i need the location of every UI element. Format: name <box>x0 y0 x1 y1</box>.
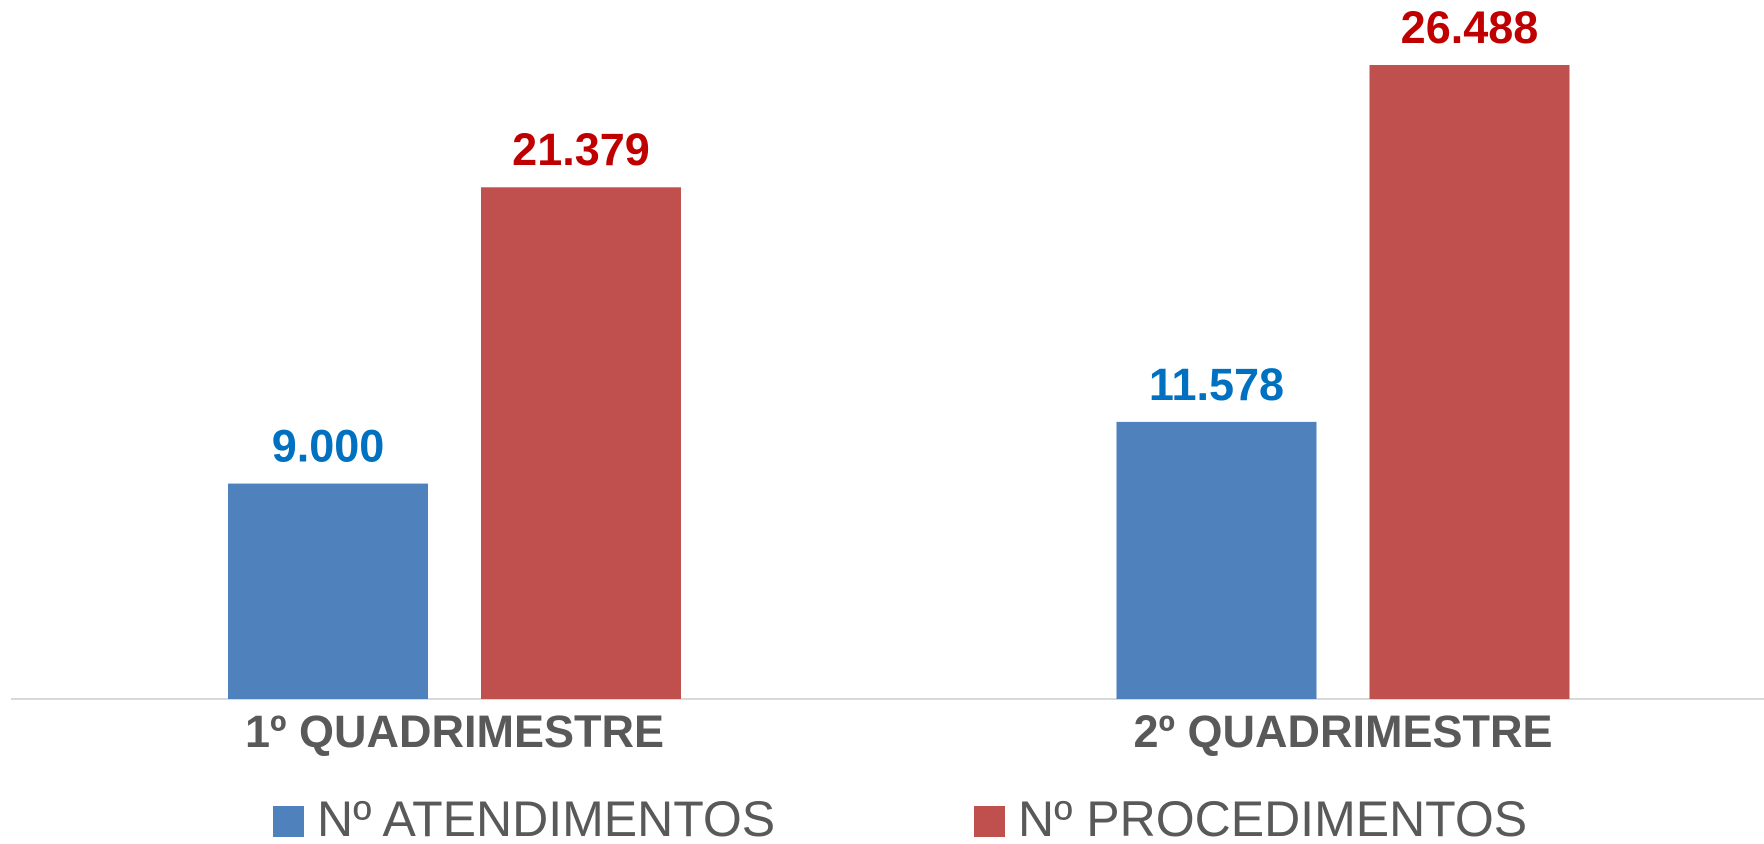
legend-label: Nº PROCEDIMENTOS <box>1018 791 1527 844</box>
bar <box>1369 65 1570 699</box>
legend-swatch <box>974 806 1005 837</box>
data-label: 26.488 <box>1401 2 1539 53</box>
bar <box>481 187 681 699</box>
x-tick-label: 1º QUADRIMESTRE <box>245 706 664 757</box>
legend-label: Nº ATENDIMENTOS <box>317 791 775 844</box>
x-tick-label: 2º QUADRIMESTRE <box>1134 706 1553 757</box>
data-label: 9.000 <box>272 420 385 471</box>
data-label: 11.578 <box>1149 359 1284 410</box>
bar <box>228 483 428 699</box>
legend-swatch <box>273 806 304 837</box>
data-label: 21.379 <box>512 124 650 175</box>
bar <box>1116 421 1317 699</box>
